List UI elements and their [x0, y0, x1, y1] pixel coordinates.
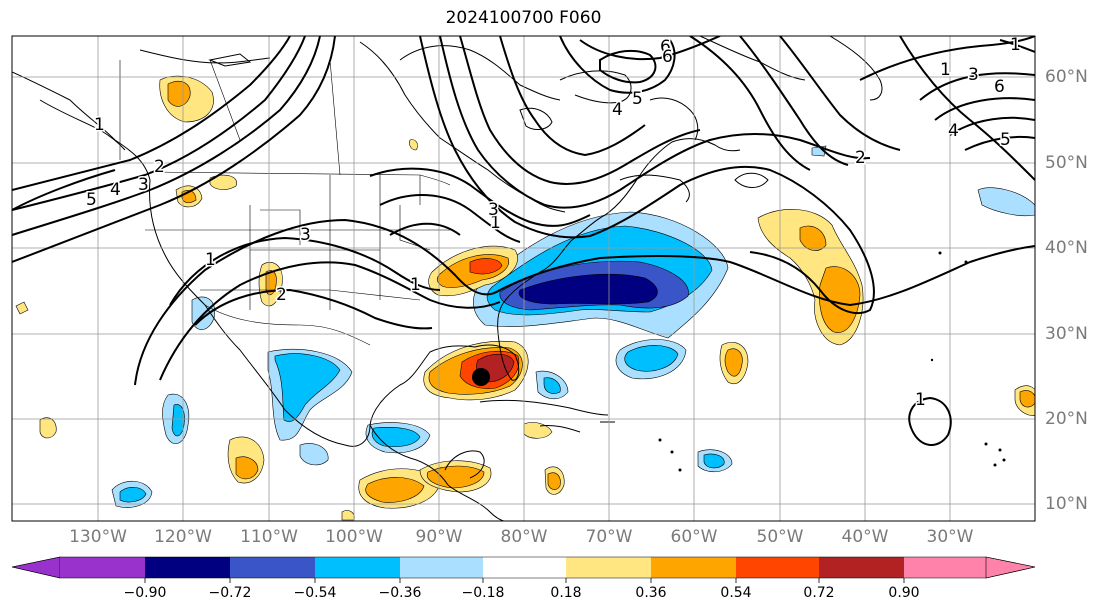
colorbar-segment	[400, 557, 483, 578]
contour-label: 4	[948, 121, 959, 141]
longitude-label: 40°W	[841, 527, 889, 547]
contour-label: 1	[1010, 35, 1021, 55]
map-area: 5 4 3 1 3 2 1 6 6 5 4 1 2 1 3 6 4 5 3 1 …	[12, 35, 1035, 521]
islands	[658, 251, 1006, 472]
contour-label: 1	[915, 390, 926, 410]
colorbar-segment	[904, 557, 986, 578]
longitude-label: 60°W	[670, 527, 718, 547]
longitude-label: 70°W	[585, 527, 633, 547]
map-frame	[11, 35, 1036, 522]
contour-label: 3	[138, 175, 149, 195]
colorbar-tick-label: 0.36	[635, 585, 667, 601]
contour-label: 5	[632, 89, 643, 109]
political-borders	[119, 59, 451, 346]
contour-label: 6	[662, 47, 673, 67]
colorbar-segment	[145, 557, 230, 578]
colorbar-segment	[60, 557, 145, 578]
colorbar-segment	[651, 557, 736, 578]
negative-anomaly-fill	[111, 145, 1035, 508]
colorbar-segment	[230, 557, 315, 578]
longitude-label: 100°W	[325, 527, 383, 547]
colorbar-extend-high	[985, 556, 1036, 579]
contour-label: 1	[94, 115, 105, 135]
colorbar-tick-label: −0.90	[123, 585, 167, 601]
longitude-label: 130°W	[69, 527, 127, 547]
contour-label: 1	[205, 250, 216, 270]
colorbar-tick-label: −0.36	[378, 585, 422, 601]
contour-label: 4	[110, 180, 121, 200]
latitude-label: 20°N	[1045, 409, 1088, 429]
latitude-label: 60°N	[1045, 67, 1088, 87]
latitude-label: 30°N	[1045, 324, 1088, 344]
colorbar-extend-low	[11, 556, 61, 579]
contour-label: 1	[490, 213, 501, 233]
longitude-label: 80°W	[500, 527, 548, 547]
contour-label: 1	[410, 275, 421, 295]
longitude-label: 90°W	[415, 527, 463, 547]
longitude-label: 50°W	[756, 527, 804, 547]
latitude-label: 10°N	[1045, 494, 1088, 514]
contour-label: 2	[855, 148, 866, 168]
contour-lines	[12, 36, 1035, 446]
colorbar-tick-label: 0.18	[550, 585, 582, 601]
contour-label: 6	[994, 77, 1005, 97]
colorbar-tick-label: −0.18	[461, 585, 505, 601]
contour-label: 3	[488, 200, 499, 220]
contour-label: 3	[968, 65, 979, 85]
colorbar-segment	[315, 557, 400, 578]
colorbar-segment	[736, 557, 819, 578]
plot-title: 2024100700 F060	[445, 8, 602, 28]
contour-label: 5	[86, 190, 97, 210]
colorbar-tick-label: −0.72	[208, 585, 252, 601]
contour-label: 4	[612, 100, 623, 120]
contour-label: 5	[1000, 130, 1011, 150]
latitude-label: 40°N	[1045, 238, 1088, 258]
contour-label: 6	[660, 37, 671, 57]
contour-label: 3	[300, 225, 311, 245]
colorbar-segment	[566, 557, 651, 578]
contour-label: 1	[940, 60, 951, 80]
longitude-label: 110°W	[240, 527, 298, 547]
contour-label: 2	[276, 285, 287, 305]
storm-center-marker	[472, 368, 490, 386]
colorbar-outline	[11, 556, 1036, 579]
colorbar-tick-label: 0.54	[720, 585, 752, 601]
colorbar	[11, 556, 1036, 583]
latitude-label: 50°N	[1045, 153, 1088, 173]
longitude-label: 120°W	[154, 527, 212, 547]
colorbar-tick-label: 0.72	[803, 585, 835, 601]
contour-labels: 5 4 3 1 3 2 1 6 6 5 4 1 2 1 3 6 4 5 3 1 …	[85, 35, 1023, 412]
colorbar-segment	[483, 557, 566, 578]
colorbar-segment	[819, 557, 904, 578]
contour-label: 2	[154, 157, 165, 177]
longitude-label: 30°W	[926, 527, 974, 547]
colorbar-tick-label: −0.54	[293, 585, 337, 601]
colorbar-tick-label: 0.90	[888, 585, 920, 601]
